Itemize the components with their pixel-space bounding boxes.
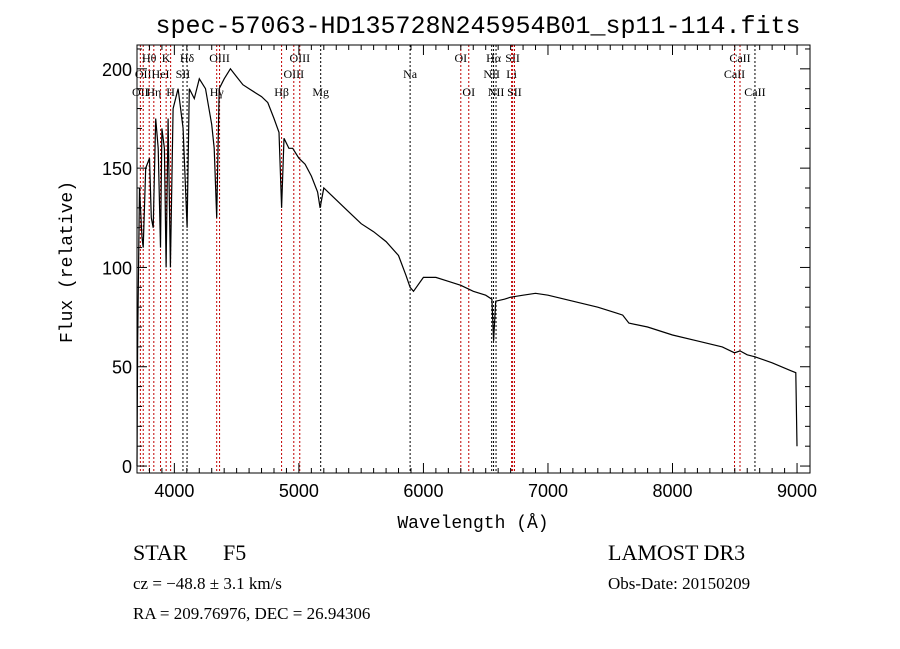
y-tick-label: 200: [102, 60, 132, 80]
y-tick-label: 50: [112, 358, 132, 378]
axis-ticks: 4000 5000 6000 7000 8000 9000 0 50 100 150 200: [102, 45, 817, 501]
line-label: SII: [176, 67, 191, 81]
line-label: Hη: [146, 85, 161, 99]
line-label: OIII: [289, 51, 310, 65]
x-tick-label: 6000: [403, 481, 443, 501]
x-tick-label: 5000: [279, 481, 319, 501]
spectral-line-markers: OIIOIIHθHηHeIKHSIIHδHγOIIIHβOIIIOIIIMgNa…: [132, 45, 766, 473]
y-tick-label: 100: [102, 258, 132, 278]
line-label: NII: [483, 67, 500, 81]
line-label: CaII: [729, 51, 750, 65]
line-label: Li: [506, 67, 517, 81]
subclass: F5: [223, 540, 246, 565]
line-label: NII: [488, 85, 505, 99]
line-label: Hβ: [274, 85, 289, 99]
chart-title: spec-57063-HD135728N245954B01_sp11-114.f…: [155, 12, 800, 41]
line-label: OI: [454, 51, 467, 65]
y-axis-label: Flux (relative): [58, 181, 78, 343]
line-label: CaII: [744, 85, 765, 99]
x-tick-label: 9000: [777, 481, 817, 501]
line-label: OIII: [283, 67, 304, 81]
line-label: CaII: [724, 67, 745, 81]
object-type: STAR: [133, 540, 188, 565]
x-tick-label: 4000: [154, 481, 194, 501]
line-label: OII: [135, 67, 152, 81]
line-label: Hδ: [180, 51, 195, 65]
line-label: K: [162, 51, 171, 65]
line-label: SII: [505, 51, 520, 65]
spectrum-line: [136, 67, 798, 467]
line-label: HeI: [152, 67, 170, 81]
x-axis-label: Wavelength (Å): [397, 513, 548, 534]
line-label: OII: [132, 85, 149, 99]
y-tick-label: 150: [102, 159, 132, 179]
y-tick-label: 0: [122, 457, 132, 477]
x-tick-label: 7000: [528, 481, 568, 501]
obs-date: Obs-Date: 20150209: [608, 574, 750, 593]
line-label: SII: [507, 85, 522, 99]
line-label: H: [166, 85, 175, 99]
x-tick-label: 8000: [652, 481, 692, 501]
line-label: Mg: [312, 85, 329, 99]
line-label: Hθ: [142, 51, 157, 65]
line-label: Hγ: [210, 85, 225, 99]
line-label: OI: [462, 85, 475, 99]
survey-name: LAMOST DR3: [608, 540, 745, 565]
line-label: Hα: [486, 51, 502, 65]
plot-frame: [136, 44, 811, 474]
line-label: OIII: [209, 51, 230, 65]
line-label: Na: [403, 67, 418, 81]
coordinates: RA = 209.76976, DEC = 26.94306: [133, 604, 370, 623]
cz-value: cz = −48.8 ± 3.1 km/s: [133, 574, 282, 593]
